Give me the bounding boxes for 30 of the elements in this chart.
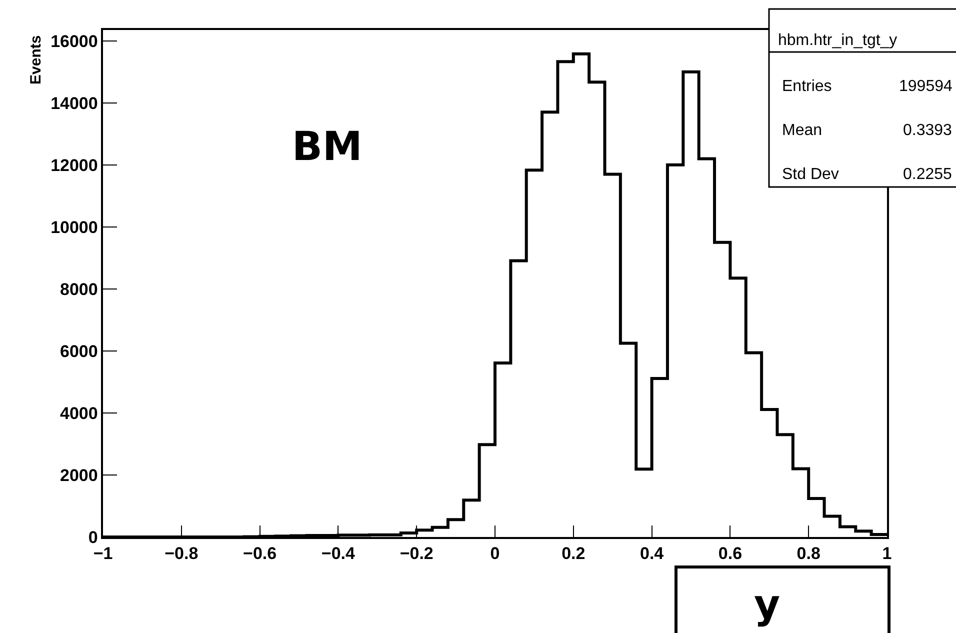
text: 199594 xyxy=(899,78,952,95)
y-tick-label: 6000 xyxy=(60,342,98,361)
annotation: Std Dev xyxy=(782,166,839,183)
x-tick-label: 0 xyxy=(490,544,500,564)
annotation: Entries xyxy=(782,78,832,95)
x-tick-label: 0.6 xyxy=(718,544,742,564)
x-tick-label: 1 xyxy=(882,544,892,564)
text: 0.2255 xyxy=(903,166,952,183)
x-tick-label: −0.6 xyxy=(243,544,277,564)
annotation: BM xyxy=(292,124,362,170)
y-tick-label: 16000 xyxy=(50,32,98,51)
y-tick-label: 10000 xyxy=(50,218,98,237)
x-tick-label: −0.8 xyxy=(164,544,198,564)
y-axis-title: Events xyxy=(28,35,44,84)
x-axis-title: y xyxy=(754,582,780,628)
x-tick-label: −1 xyxy=(93,544,113,564)
x-tick-label: −0.4 xyxy=(321,544,356,564)
y-tick-label: 2000 xyxy=(60,466,98,485)
y-tick-label: 12000 xyxy=(50,156,98,175)
x-tick-label: 0.8 xyxy=(796,544,820,564)
text: 0.3393 xyxy=(903,122,952,139)
y-tick-label: 4000 xyxy=(60,404,98,423)
x-tick-label: −0.2 xyxy=(400,544,434,564)
x-tick-label: 0.4 xyxy=(640,544,664,564)
x-tick-label: 0.2 xyxy=(562,544,586,564)
y-tick-label: 8000 xyxy=(60,280,98,299)
y-tick-label: 0 xyxy=(88,528,98,547)
annotation: hbm.htr_in_tgt_y xyxy=(778,32,898,49)
y-tick-label: 14000 xyxy=(50,94,98,113)
annotation: Mean xyxy=(782,122,822,139)
